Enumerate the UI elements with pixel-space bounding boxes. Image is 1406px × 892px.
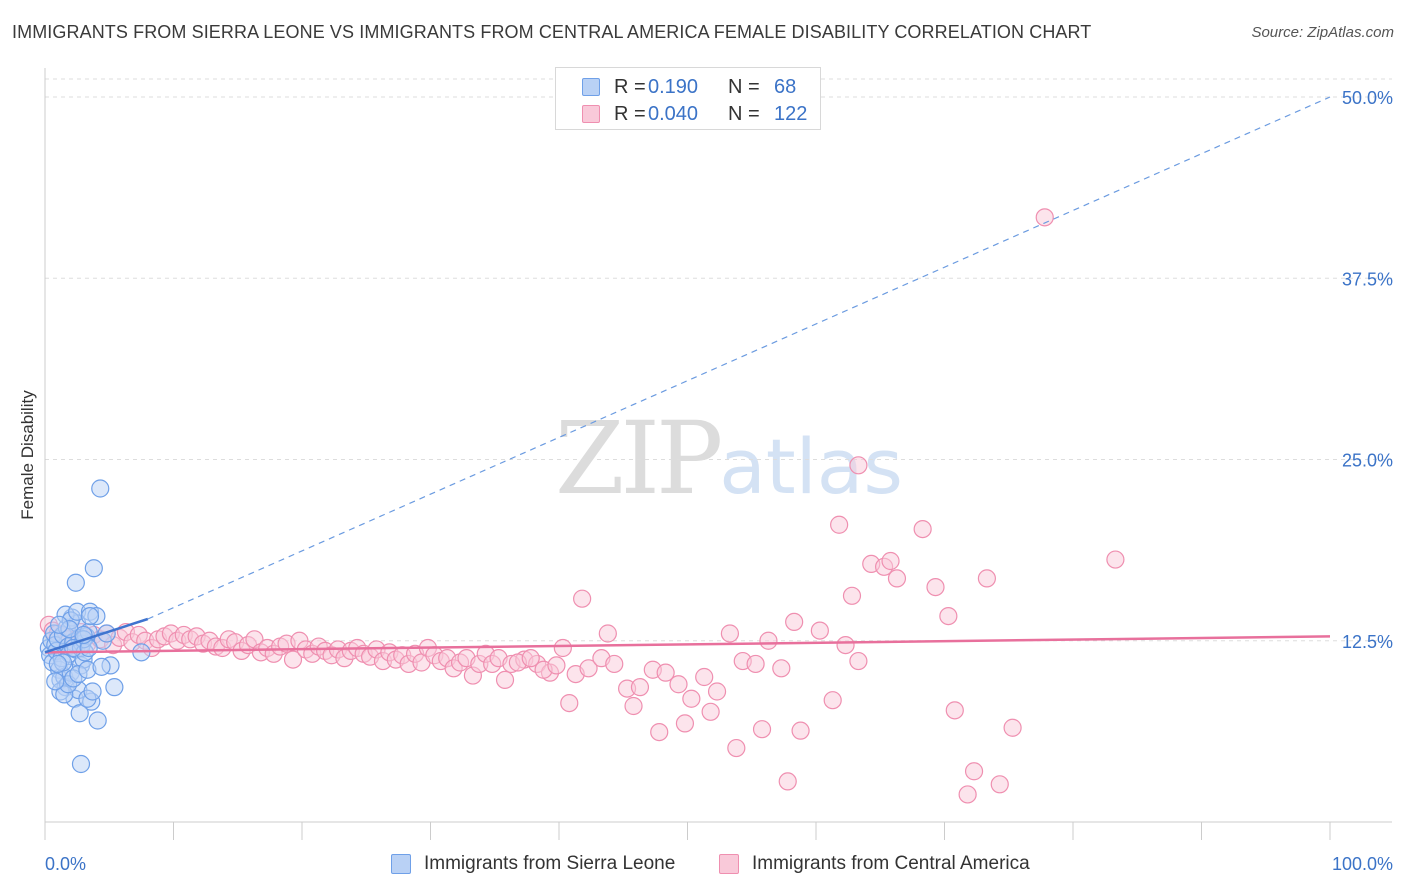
legend-swatch-central-america (719, 854, 739, 874)
point-central-america (823, 691, 842, 710)
label-layer: 12.5% 25.0% 37.5% 50.0% 0.0% 100.0% (45, 88, 1393, 874)
point-central-america (791, 721, 810, 740)
point-sierra-leone (91, 479, 110, 498)
point-central-america (656, 663, 675, 682)
point-central-america (849, 456, 868, 475)
point-central-america (707, 682, 727, 701)
trend-central-america (44, 635, 1331, 654)
point-central-america (1106, 550, 1125, 569)
x-tick-label-max: 100.0% (1332, 854, 1393, 874)
point-central-america (830, 515, 849, 534)
point-central-america (669, 675, 688, 694)
point-central-america (682, 689, 701, 708)
point-central-america (727, 738, 746, 758)
point-central-america (283, 650, 303, 669)
point-sierra-leone (105, 678, 124, 697)
r-label: R = (614, 103, 646, 125)
point-sierra-leone (88, 711, 107, 730)
stats-row-central-america: R = 0.040 N = 122 (556, 101, 820, 128)
point-central-america (752, 720, 772, 739)
point-central-america (701, 702, 720, 721)
point-central-america (849, 651, 868, 671)
y-tick-label: 50.0% (1342, 88, 1393, 108)
legend-label: Immigrants from Sierra Leone (424, 853, 676, 874)
r-label: R = (614, 76, 646, 98)
stats-row-sierra-leone: R = 0.190 N = 68 (556, 74, 820, 101)
r-value: 0.190 (648, 76, 699, 98)
point-sierra-leone (84, 559, 103, 578)
chart-title: IMMIGRANTS FROM SIERRA LEONE VS IMMIGRAN… (12, 22, 1092, 42)
stats-swatch-central-america (582, 105, 600, 123)
legend-label: Immigrants from Central America (752, 853, 1030, 874)
point-central-america (810, 621, 829, 640)
point-sierra-leone (46, 672, 65, 691)
y-axis-label: Female Disability (18, 390, 37, 520)
trend-sierra-leone-projected (147, 96, 1331, 620)
point-central-america (560, 693, 579, 713)
point-central-america (881, 551, 900, 571)
point-central-america (1003, 718, 1022, 737)
n-label: N = (728, 103, 760, 125)
point-sierra-leone (50, 615, 69, 634)
point-central-america (939, 606, 958, 626)
trend-sierra-leone (44, 617, 149, 654)
point-central-america (778, 772, 797, 791)
legend-swatch-sierra-leone (391, 854, 411, 874)
point-central-america (746, 654, 765, 674)
y-tick-label: 25.0% (1342, 451, 1393, 471)
point-central-america (675, 714, 695, 733)
n-value: 122 (774, 103, 808, 125)
point-central-america (605, 654, 624, 674)
point-central-america (887, 569, 907, 588)
watermark: ZIPatlas (555, 400, 903, 517)
point-central-america (772, 659, 791, 678)
n-value: 68 (774, 76, 797, 98)
point-central-america (720, 624, 740, 643)
point-central-america (598, 624, 617, 643)
point-sierra-leone (71, 754, 91, 774)
point-sierra-leone (83, 682, 102, 701)
watermark-zip: ZIP (555, 400, 723, 517)
point-central-america (964, 762, 984, 781)
point-central-america (759, 631, 778, 650)
point-central-america (521, 649, 540, 668)
point-central-america (573, 589, 592, 608)
y-tick-label: 12.5% (1342, 632, 1393, 652)
point-sierra-leone (70, 704, 89, 723)
axis-layer (44, 68, 1392, 840)
point-central-america (553, 638, 572, 658)
point-central-america (977, 569, 997, 588)
n-label: N = (728, 76, 760, 98)
point-sierra-leone (48, 654, 67, 674)
stats-legend: R = 0.190 N = 68 R = 0.040 N = 122 (555, 67, 821, 130)
r-value: 0.040 (648, 103, 699, 125)
point-central-america (958, 785, 977, 804)
point-central-america (624, 696, 643, 716)
watermark-atlas: atlas (719, 422, 903, 511)
y-tick-label: 37.5% (1342, 269, 1393, 289)
point-central-america (785, 612, 804, 632)
point-central-america (495, 670, 515, 690)
point-central-america (842, 586, 862, 605)
stats-swatch-sierra-leone (582, 78, 600, 96)
point-central-america (836, 635, 855, 655)
source-label: Source: ZipAtlas.com (1251, 24, 1394, 41)
grid-layer (45, 78, 1392, 642)
point-central-america (945, 701, 964, 720)
point-central-america (650, 722, 669, 742)
point-sierra-leone (80, 606, 100, 626)
points-layer (39, 208, 1125, 804)
point-central-america (913, 519, 932, 539)
point-sierra-leone (66, 573, 85, 592)
point-central-america (630, 678, 650, 697)
point-central-america (695, 667, 714, 687)
point-sierra-leone (92, 657, 111, 676)
trend-layer (44, 96, 1331, 654)
point-central-america (926, 577, 945, 597)
point-central-america (547, 656, 566, 675)
x-tick-label-min: 0.0% (45, 854, 86, 874)
point-central-america (579, 659, 598, 678)
point-central-america (990, 775, 1009, 794)
